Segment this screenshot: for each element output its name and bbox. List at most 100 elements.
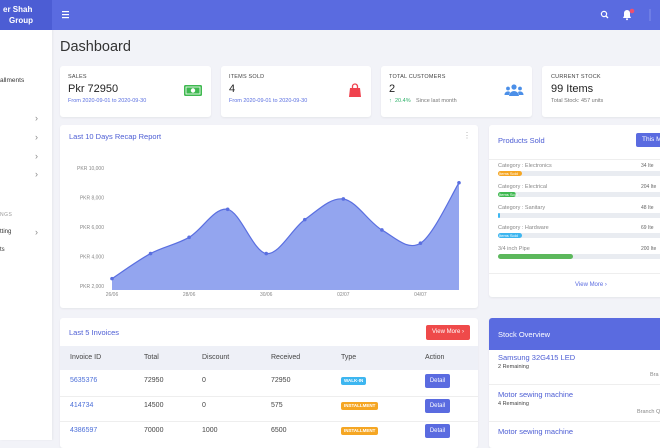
y-tick-label: PKR 4,000 [80, 255, 104, 261]
invoice-link[interactable]: 414734 [70, 402, 94, 409]
progress-label: Items Sold [499, 191, 518, 197]
stat-value: Pkr 72950 [68, 83, 119, 95]
period-button[interactable]: This M [636, 133, 660, 147]
stock-card: Stock Overview Samsung 32G415 LED 2 Remai… [489, 318, 660, 448]
progress-label: Items Sold [499, 171, 518, 176]
stat-value: 99 Items [551, 83, 594, 95]
chart-card: Last 10 Days Recap Report ⋮ PKR 2,000 PKR… [60, 125, 478, 308]
row-divider [60, 396, 478, 397]
y-tick-label: PKR 2,000 [80, 284, 104, 290]
column-header: Action [425, 354, 445, 361]
category-label: 3/4 inch Pipe [498, 246, 530, 253]
table-cell: 1000 [202, 427, 218, 434]
stat-note: Since last month [416, 98, 457, 104]
progress-bar [498, 233, 522, 239]
x-tick-label: 30/06 [260, 292, 273, 298]
view-more-link[interactable]: View More › [575, 282, 607, 288]
point [148, 251, 153, 256]
stat-card: TOTAL CUSTOMERS 2 ↑ 20.4% Since last mon… [381, 66, 532, 117]
table-cell: 0 [202, 377, 206, 384]
nav-section: NGS [0, 212, 13, 218]
brand-bar [0, 0, 52, 30]
detail-button[interactable]: Detail [425, 424, 450, 438]
branch: Branch Q [637, 409, 660, 415]
remaining: 2 Remaining [498, 364, 529, 370]
column-header: Invoice ID [70, 354, 102, 361]
category-label: Category : Electronics [498, 163, 552, 169]
table-cell: 72950 [144, 377, 164, 384]
progress-track [498, 191, 660, 197]
point [418, 241, 423, 246]
divider [489, 384, 660, 385]
nav-arrow[interactable]: › [35, 132, 38, 142]
invoice-link[interactable]: 5635376 [70, 377, 98, 384]
table-cell: 72950 [271, 377, 291, 384]
progress-bar [498, 191, 516, 197]
stat-value: 2 [389, 83, 396, 95]
stat-card: CURRENT STOCK 99 Items Total Stock: 457 … [542, 66, 660, 117]
products-card: Products Sold This M View More › Categor… [489, 125, 660, 297]
bag-icon [349, 83, 361, 97]
column-header: Type [341, 354, 357, 361]
type-badge: WALK-IN [341, 377, 367, 385]
branch: Bra [650, 372, 659, 378]
table-cell: 14500 [144, 402, 164, 409]
brand-line: er Shah [3, 5, 33, 14]
stat-card: ITEMS SOLD 4 From 2020-09-01 to 2020-09-… [221, 66, 371, 117]
stat-value: 4 [229, 83, 236, 95]
x-tick-label: 26/06 [106, 292, 119, 298]
item-count: 34 Ite [641, 163, 654, 169]
point [302, 217, 307, 222]
view-more-button[interactable]: View More › [426, 325, 470, 340]
button-text: View More [432, 329, 461, 335]
stat-label: CURRENT STOCK [551, 74, 601, 80]
point [110, 276, 114, 281]
stat-label: SALES [68, 74, 87, 80]
column-header: Total [144, 354, 159, 361]
invoice-link[interactable]: 4386597 [70, 427, 98, 434]
nav-item[interactable]: tting [0, 229, 12, 235]
stat-arrow: ↑ [389, 98, 392, 104]
nav-item[interactable]: allments [0, 77, 25, 84]
table-cell: 575 [271, 402, 283, 409]
stat-note: From 2020-09-01 to 2020-09-30 [229, 98, 308, 104]
nav-arrow[interactable]: › [35, 113, 38, 123]
point [380, 228, 384, 232]
users-icon [504, 84, 524, 96]
type-badge: INSTALLMENT [341, 402, 379, 410]
search-icon[interactable] [600, 10, 609, 19]
notification-icon[interactable] [623, 8, 635, 21]
nav-arrow[interactable]: › [35, 151, 38, 161]
detail-button[interactable]: Detail [425, 399, 450, 413]
table-cell: 6500 [271, 427, 287, 434]
nav-arrow[interactable]: › [35, 169, 38, 179]
point [187, 235, 191, 240]
type-badge: INSTALLMENT [341, 427, 379, 435]
nav-item[interactable]: ts [0, 247, 5, 253]
divider [489, 159, 660, 160]
nav-arrow[interactable]: › [35, 227, 38, 237]
menu-toggle[interactable] [62, 11, 69, 19]
point [264, 251, 269, 256]
product-name[interactable]: Motor sewing machine [498, 390, 574, 399]
stat-change: 20.4% [395, 98, 411, 104]
product-name[interactable]: Motor sewing machine [498, 427, 574, 436]
link-text: View More [575, 282, 604, 288]
progress-track [498, 233, 660, 239]
divider [489, 421, 660, 422]
chart: PKR 2,000 PKR 4,000 PKR 6,000 PKR 8,000 PKR … [77, 166, 461, 298]
y-tick-label: PKR 6,000 [80, 225, 104, 231]
row-divider [60, 421, 478, 422]
card-menu[interactable]: ⋮ [463, 131, 471, 140]
column-header: Discount [202, 354, 230, 361]
category-label: Category : Hardware [498, 225, 549, 232]
product-name[interactable]: Samsung 32G415 LED [498, 353, 576, 362]
detail-button[interactable]: Detail [425, 374, 450, 388]
money-icon [184, 85, 202, 96]
item-count: 48 Ite [641, 204, 654, 211]
progress-label: Items Sold [499, 233, 518, 239]
sidebar: er Shah Group allments › › › › NGS tting… [0, 0, 52, 440]
y-tick-label: PKR 8,000 [80, 196, 104, 202]
table-cell: 0 [202, 402, 206, 409]
card-title: Last 5 Invoices [69, 328, 120, 337]
